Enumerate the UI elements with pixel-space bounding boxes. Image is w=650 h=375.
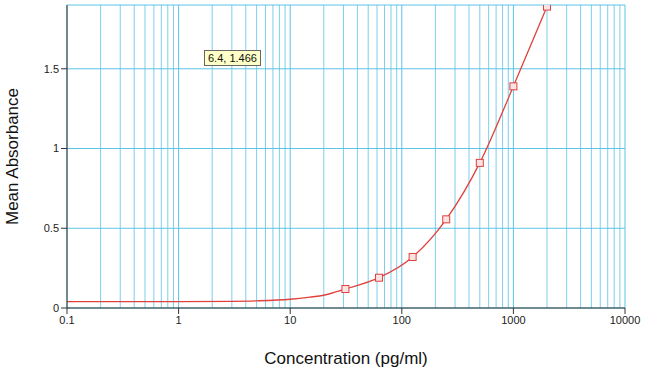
svg-text:0.5: 0.5: [44, 222, 59, 234]
svg-text:10: 10: [284, 314, 296, 326]
svg-text:Mean Absorbance: Mean Absorbance: [8, 88, 22, 225]
svg-text:0: 0: [53, 302, 59, 314]
svg-text:1: 1: [176, 314, 182, 326]
html-text:6.4, 1.466: 6.4, 1.466: [208, 52, 257, 64]
svg-text:Concentration (pg/ml): Concentration (pg/ml): [264, 349, 427, 368]
svg-text:0.1: 0.1: [59, 314, 74, 326]
svg-text:100: 100: [393, 314, 411, 326]
svg-text:1.5: 1.5: [44, 63, 59, 75]
svg-text:1000: 1000: [501, 314, 525, 326]
svg-text:10000: 10000: [610, 314, 641, 326]
svg-text:1: 1: [53, 142, 59, 154]
